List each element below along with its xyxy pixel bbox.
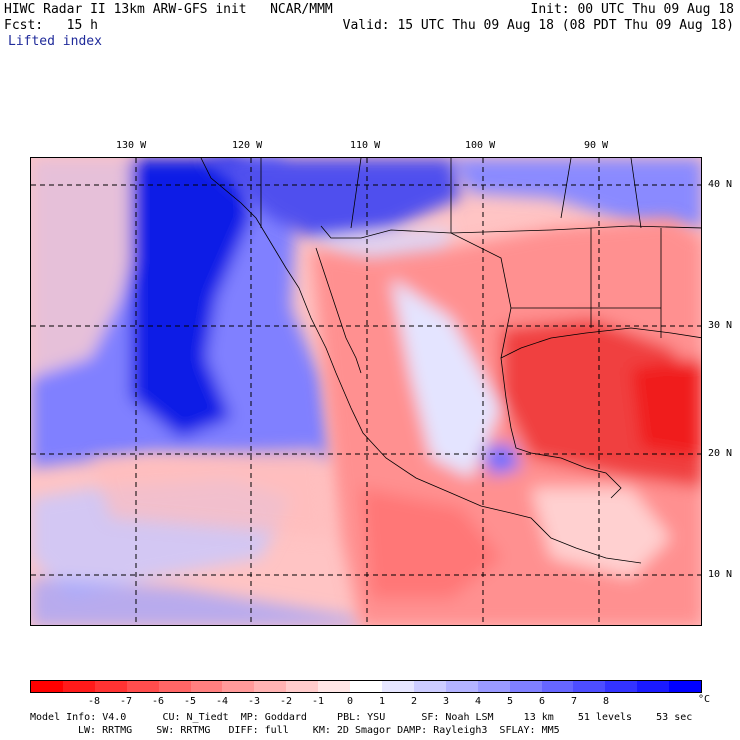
model-info-line2: LW: RRTMG SW: RRTMG DIFF: full KM: 2D Sm… (78, 725, 560, 736)
lon-label-110w: 110 W (350, 140, 381, 151)
colorbar-segment (445, 681, 478, 692)
colorbar-tick-label: -7 (119, 696, 133, 707)
lon-label-130w: 130 W (116, 140, 147, 151)
colorbar-segment (190, 681, 223, 692)
lat-label-30n: 30 N (708, 320, 733, 331)
colorbar-tick-label: 7 (570, 696, 578, 707)
colorbar-segment (286, 681, 319, 692)
header-forecast-hour: Fcst: 15 h (4, 18, 98, 33)
lifted-index-map (30, 157, 702, 626)
colorbar-tick-label: -4 (215, 696, 229, 707)
colorbar-segment (477, 681, 510, 692)
colorbar-tick-label: 4 (474, 696, 482, 707)
colorbar-unit: °C (697, 694, 711, 705)
lon-label-120w: 120 W (232, 140, 263, 151)
colorbar-segment (605, 681, 638, 692)
stable-ocean-region (31, 158, 361, 625)
colorbar-segment (381, 681, 414, 692)
colorbar-tick-label: -3 (247, 696, 261, 707)
colorbar (30, 680, 702, 693)
colorbar-tick-label: -8 (87, 696, 101, 707)
colorbar-tick-label: -6 (151, 696, 165, 707)
colorbar-tick-label: 2 (410, 696, 418, 707)
colorbar-segment (126, 681, 159, 692)
header-valid-time: Valid: 15 UTC Thu 09 Aug 18 (08 PDT Thu … (342, 18, 734, 33)
colorbar-segment (318, 681, 351, 692)
colorbar-segment (31, 681, 63, 692)
colorbar-tick-label: -1 (311, 696, 325, 707)
header-init-time: Init: 00 UTC Thu 09 Aug 18 (530, 2, 735, 17)
map-canvas (31, 158, 701, 625)
colorbar-tick-label: 5 (506, 696, 514, 707)
colorbar-tick-label: 3 (442, 696, 450, 707)
colorbar-segment (350, 681, 382, 692)
colorbar-tick-label: 8 (602, 696, 610, 707)
colorbar-tick-label: 1 (378, 696, 386, 707)
colorbar-tick-label: -5 (183, 696, 197, 707)
colorbar-segment (637, 681, 670, 692)
colorbar-segment (509, 681, 542, 692)
lat-label-10n: 10 N (708, 569, 733, 580)
colorbar-segment (573, 681, 606, 692)
colorbar-segment (541, 681, 574, 692)
model-info-line1: Model Info: V4.0 CU: N_Tiedt MP: Goddard… (30, 712, 693, 723)
unstable-region (91, 218, 701, 625)
colorbar-segment (413, 681, 446, 692)
lon-label-100w: 100 W (465, 140, 496, 151)
lat-label-20n: 20 N (708, 448, 733, 459)
lon-label-90w: 90 W (584, 140, 609, 151)
colorbar-segment (62, 681, 95, 692)
header-title: HIWC Radar II 13km ARW-GFS init NCAR/MMM (4, 2, 333, 17)
coastlines (200, 158, 701, 564)
colorbar-tick-label: 0 (346, 696, 354, 707)
colorbar-segment (158, 681, 191, 692)
lat-label-40n: 40 N (708, 179, 733, 190)
colorbar-segment (254, 681, 287, 692)
colorbar-tick-label: -2 (279, 696, 293, 707)
colorbar-segment (94, 681, 127, 692)
colorbar-segment (222, 681, 255, 692)
field-name: Lifted index (8, 34, 102, 49)
colorbar-tick-label: 6 (538, 696, 546, 707)
colorbar-segment (669, 681, 702, 692)
